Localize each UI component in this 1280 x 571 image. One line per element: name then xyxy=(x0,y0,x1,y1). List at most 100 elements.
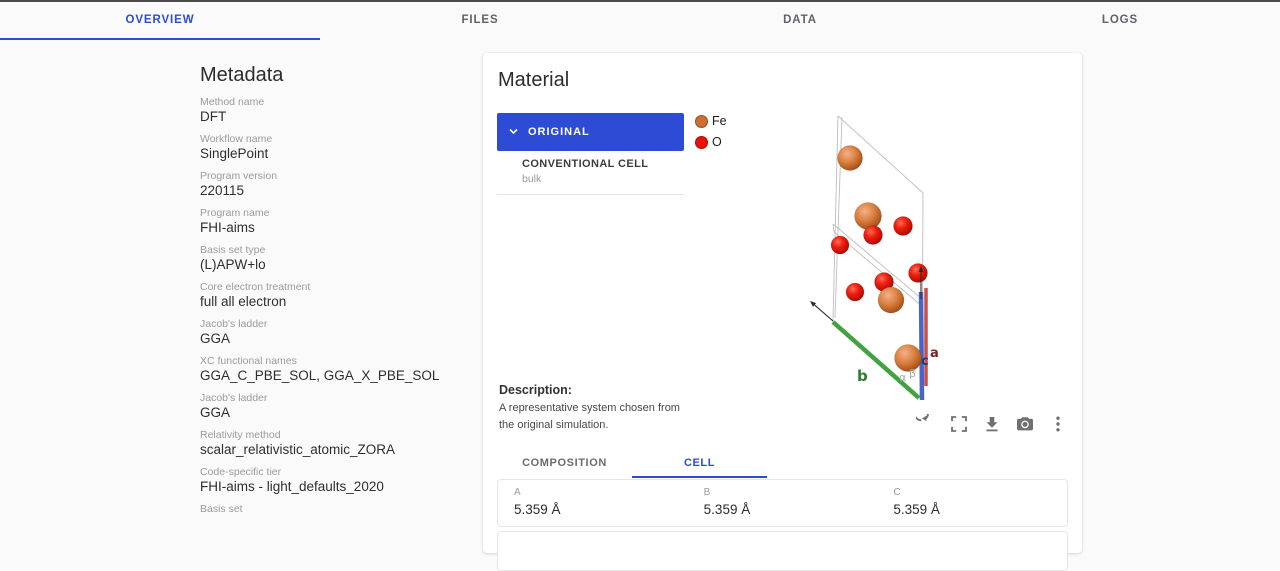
tab-files-label: FILES xyxy=(461,14,499,26)
metadata-item: Basis set xyxy=(200,503,492,515)
table-cell-a: A 5.359 Å xyxy=(498,480,688,526)
metadata-value: 220115 xyxy=(200,183,245,198)
material-title: Material xyxy=(498,69,570,91)
more-vert-icon xyxy=(1056,416,1060,432)
metadata-label: Jacob's ladder xyxy=(200,392,268,404)
next-table-partial xyxy=(497,531,1068,571)
viewer-toolbar xyxy=(913,406,1068,434)
metadata-value: GGA xyxy=(200,405,231,420)
divider xyxy=(497,194,684,195)
metadata-panel: Metadata Method name DFT Workflow name Sin… xyxy=(200,64,492,516)
axis-b xyxy=(831,320,921,400)
metadata-value: full all electron xyxy=(200,294,287,309)
metadata-title: Metadata xyxy=(200,64,284,86)
tab-composition-label: COMPOSITION xyxy=(522,456,607,469)
metadata-value: GGA xyxy=(200,331,231,346)
tab-data[interactable]: DATA xyxy=(640,2,960,38)
metadata-value: GGA_C_PBE_SOL, GGA_X_PBE_SOL xyxy=(200,368,440,383)
tab-logs-label: LOGS xyxy=(1101,14,1139,26)
atom-fe xyxy=(877,286,905,314)
legend-item-fe: Fe xyxy=(695,114,727,128)
structure-viewer-canvas[interactable]: b ac α β xyxy=(780,90,1082,410)
o-color-chip xyxy=(695,135,708,149)
cell-value: 5.359 Å xyxy=(514,502,561,517)
direction-arrow xyxy=(814,304,834,322)
table-cell-b: B 5.359 Å xyxy=(688,480,878,526)
window-top-edge xyxy=(0,0,1280,2)
atom-o xyxy=(908,263,928,283)
metadata-item: Jacob's ladder GGA xyxy=(200,392,492,420)
atom-o xyxy=(845,282,865,302)
cell-edge xyxy=(832,223,923,300)
download-icon xyxy=(986,417,998,432)
metadata-value: FHI-aims xyxy=(200,220,255,235)
tab-data-label: DATA xyxy=(783,14,817,26)
description-line: A representative system chosen from xyxy=(499,402,680,414)
material-card: Material ORIGINAL CONVENTIONAL CELL bulk… xyxy=(483,53,1082,571)
description-block: Description: A representative system cho… xyxy=(499,383,729,431)
structure-selector: ORIGINAL CONVENTIONAL CELL bulk xyxy=(497,113,684,195)
chevron-down-icon xyxy=(509,128,518,135)
metadata-label: Basis set type xyxy=(200,244,266,256)
metadata-label: Code-specific tier xyxy=(200,466,282,478)
conventional-cell-option[interactable]: CONVENTIONAL CELL xyxy=(522,158,649,170)
cell-edge xyxy=(834,116,843,319)
tab-files[interactable]: FILES xyxy=(320,2,640,38)
structure-type-caption: bulk xyxy=(522,173,542,185)
atom-o xyxy=(893,216,913,236)
metadata-label: Relativity method xyxy=(200,429,281,441)
metadata-item: Basis set type (L)APW+lo xyxy=(200,244,492,272)
metadata-label: Basis set xyxy=(200,503,243,515)
metadata-label: Workflow name xyxy=(200,133,273,145)
cell-edge xyxy=(837,115,924,194)
axis-label-β: β xyxy=(909,367,916,380)
tab-composition[interactable]: COMPOSITION xyxy=(497,447,632,478)
metadata-item: Code-specific tier FHI-aims - light_defau… xyxy=(200,466,492,494)
rotate-left-icon xyxy=(913,406,929,422)
tab-cell-label: CELL xyxy=(683,456,716,469)
cell-value: 5.359 Å xyxy=(893,502,940,517)
metadata-label: Program name xyxy=(200,207,270,219)
cell-edge xyxy=(832,115,839,323)
download-button[interactable] xyxy=(982,414,1002,434)
cell-dimensions-table: A 5.359 Å B 5.359 Å C 5.359 Å xyxy=(497,479,1068,527)
fe-color-chip xyxy=(695,114,708,128)
metadata-value: FHI-aims - light_defaults_2020 xyxy=(200,479,384,494)
legend-label: O xyxy=(712,135,722,149)
more-options-button[interactable] xyxy=(1048,414,1068,434)
metadata-item: XC functional names GGA_C_PBE_SOL, GGA_X_… xyxy=(200,355,492,383)
reset-view-button[interactable] xyxy=(913,406,936,434)
structure-select-label: ORIGINAL xyxy=(528,126,590,138)
tab-overview[interactable]: OVERVIEW xyxy=(0,2,320,38)
metadata-label: Jacob's ladder xyxy=(200,318,268,330)
fullscreen-icon xyxy=(951,416,967,432)
page-tab-bar: OVERVIEW FILES DATA LOGS xyxy=(0,2,1280,42)
species-legend: Fe O xyxy=(695,114,727,156)
column-header: A xyxy=(514,487,522,498)
active-subtab-indicator xyxy=(632,476,767,478)
metadata-value: scalar_relativistic_atomic_ZORA xyxy=(200,442,396,457)
metadata-item: Relativity method scalar_relativistic_ato… xyxy=(200,429,492,457)
description-line: the original simulation. xyxy=(499,419,609,431)
metadata-item: Program name FHI-aims xyxy=(200,207,492,235)
fullscreen-button[interactable] xyxy=(949,414,969,434)
metadata-item: Jacob's ladder GGA xyxy=(200,318,492,346)
metadata-value: SinglePoint xyxy=(200,146,269,161)
cell-value: 5.359 Å xyxy=(703,502,751,517)
axis-label-c: c xyxy=(921,354,929,369)
tab-cell[interactable]: CELL xyxy=(632,447,767,478)
atom-fe xyxy=(894,344,922,372)
column-header: B xyxy=(703,487,711,498)
tab-logs[interactable]: LOGS xyxy=(960,2,1280,38)
atom-o xyxy=(830,235,850,255)
metadata-label: Program version xyxy=(200,170,278,182)
direction-arrowhead xyxy=(918,266,924,272)
metadata-item: Workflow name SinglePoint xyxy=(200,133,492,161)
axis-label-a: a xyxy=(930,346,939,361)
structure-selected-option: CONVENTIONAL CELL bulk xyxy=(497,158,684,185)
metadata-item: Program version 220115 xyxy=(200,170,492,198)
metadata-value: (L)APW+lo xyxy=(200,257,266,272)
screenshot-button[interactable] xyxy=(1015,414,1035,434)
metadata-item: Core electron treatment full all electron xyxy=(200,281,492,309)
structure-select-button[interactable]: ORIGINAL xyxy=(497,113,684,151)
